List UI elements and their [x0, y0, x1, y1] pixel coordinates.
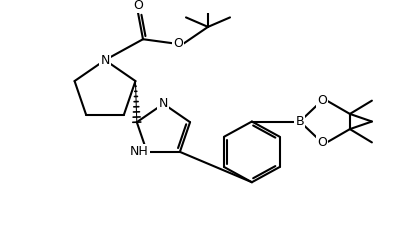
Text: O: O: [173, 37, 183, 50]
Text: N: N: [159, 97, 168, 110]
Text: B: B: [296, 115, 304, 128]
Text: O: O: [133, 0, 143, 12]
Text: N: N: [100, 54, 110, 67]
Text: NH: NH: [130, 145, 148, 158]
Text: O: O: [317, 136, 327, 149]
Text: O: O: [317, 94, 327, 107]
